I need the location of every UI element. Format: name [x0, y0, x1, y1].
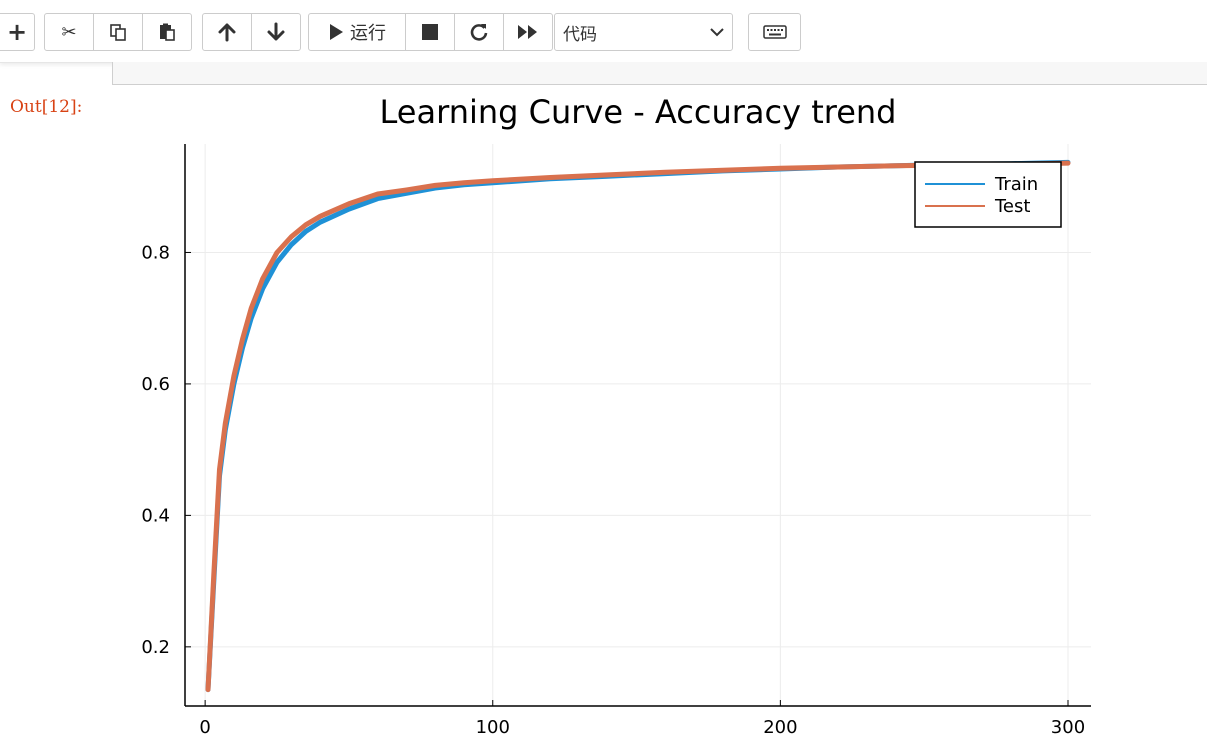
series-line-test: [205, 160, 1071, 693]
y-tick-label: 0.4: [141, 505, 170, 526]
restart-button[interactable]: [454, 13, 504, 51]
x-tick-label: 200: [763, 717, 797, 738]
edit-group: ✂: [44, 13, 192, 51]
stop-icon: [422, 24, 438, 40]
copy-icon: [110, 24, 126, 41]
cell-type-select[interactable]: 代码: [554, 13, 733, 51]
arrow-up-icon: [218, 23, 236, 42]
arrow-down-icon: [267, 22, 285, 41]
run-button[interactable]: 运行: [308, 13, 406, 51]
legend-box: [914, 161, 1062, 228]
restart-icon: [470, 24, 488, 41]
paste-icon: [160, 23, 175, 41]
cell-type-value: 代码: [563, 24, 597, 45]
y-tick-label: 0.6: [141, 374, 170, 395]
learning-curve-chart: Learning Curve - Accuracy trend 0 100 200 3…: [141, 93, 1091, 738]
copy-button[interactable]: [93, 13, 143, 51]
y-tick-label: 0.2: [141, 637, 170, 658]
command-palette-button[interactable]: [748, 13, 801, 51]
interrupt-button[interactable]: [405, 13, 455, 51]
plus-icon: +: [6, 18, 28, 46]
chart-title: Learning Curve - Accuracy trend: [380, 93, 897, 131]
cell-input-area[interactable]: [112, 62, 1207, 85]
legend-label-test: Test: [994, 196, 1030, 217]
x-tick-label: 0: [199, 717, 210, 738]
scissors-icon: ✂: [61, 21, 77, 43]
keyboard-icon: [762, 25, 787, 39]
output-prompt: Out[12]:: [10, 97, 83, 117]
insert-cell-button[interactable]: +: [0, 13, 35, 51]
cut-button[interactable]: ✂: [44, 13, 94, 51]
notebook-toolbar: + ✂: [0, 0, 1207, 63]
move-up-button[interactable]: [202, 13, 252, 51]
x-tick-label: 300: [1051, 717, 1085, 738]
legend-label-train: Train: [994, 174, 1038, 195]
y-tick-label: 0.8: [141, 242, 170, 263]
chevron-down-icon: [710, 28, 724, 37]
run-all-button[interactable]: [503, 13, 553, 51]
grid-lines: [185, 144, 1091, 706]
insert-group: +: [0, 13, 35, 51]
run-group: 运行: [308, 13, 553, 51]
fast-forward-icon: [518, 25, 537, 39]
x-tick-label: 100: [476, 717, 510, 738]
play-icon: [330, 24, 343, 40]
paste-button[interactable]: [142, 13, 192, 51]
keyboard-group: [748, 13, 801, 51]
axes: 0 100 200 300 0.2 0.4 0.6 0.8: [141, 144, 1091, 738]
run-button-label: 运行: [350, 23, 386, 44]
series-line-train: [205, 159, 1071, 693]
move-down-button[interactable]: [251, 13, 301, 51]
series-group: [205, 159, 1071, 693]
move-group: [202, 13, 301, 51]
